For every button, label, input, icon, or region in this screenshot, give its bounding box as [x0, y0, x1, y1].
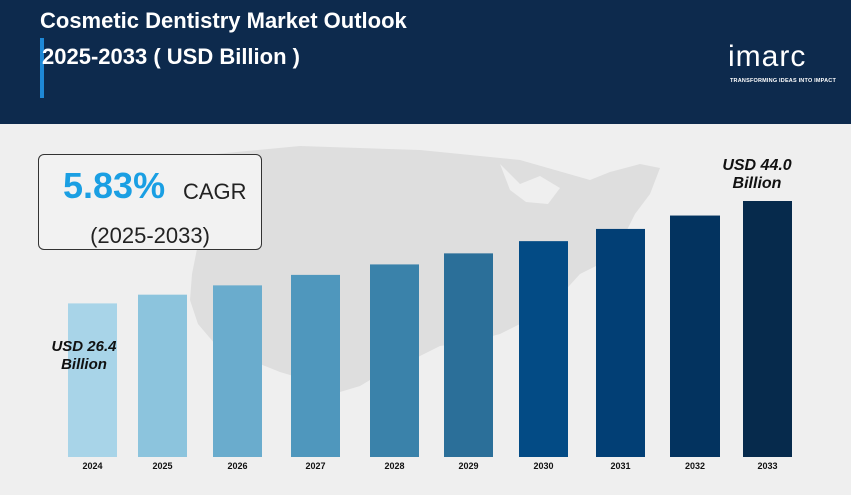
bar-2030 — [519, 241, 568, 457]
x-tick-label-2026: 2026 — [227, 461, 247, 471]
bar-2029 — [444, 253, 493, 457]
imarc-logo: imarc TRANSFORMING IDEAS INTO IMPACT — [718, 36, 838, 92]
end-value-callout: USD 44.0 Billion — [722, 157, 792, 192]
chart-title-line2: 2025-2033 ( USD Billion ) — [42, 44, 300, 69]
bar-2033 — [743, 201, 792, 457]
title-accent-bar — [40, 38, 44, 98]
cagr-value: 5.83% — [63, 165, 166, 206]
logo-tagline: TRANSFORMING IDEAS INTO IMPACT — [730, 78, 837, 84]
x-tick-label-2029: 2029 — [458, 461, 478, 471]
chart-title-line1: Cosmetic Dentistry Market Outlook — [40, 8, 407, 33]
bar-2027 — [291, 274, 340, 457]
bar-2032 — [670, 215, 720, 457]
x-tick-label-2027: 2027 — [305, 461, 325, 471]
bar-2028 — [370, 264, 419, 457]
cagr-label: CAGR — [183, 179, 247, 204]
cagr-box: 5.83% CAGR (2025-2033) — [38, 154, 262, 250]
logo-wordmark: imarc — [728, 40, 807, 73]
x-tick-label-2031: 2031 — [610, 461, 630, 471]
start-value-callout: USD 26.4 Billion — [51, 338, 117, 373]
x-tick-label-2024: 2024 — [82, 461, 102, 471]
x-tick-label-2030: 2030 — [533, 461, 553, 471]
great-lakes-notch — [500, 164, 560, 204]
cagr-period: (2025-2033) — [90, 223, 210, 248]
x-tick-label-2025: 2025 — [152, 461, 172, 471]
bar-2026 — [213, 285, 262, 457]
bar-2024 — [68, 303, 117, 457]
header-banner: Cosmetic Dentistry Market Outlook 2025-2… — [0, 0, 851, 124]
x-tick-label-2032: 2032 — [685, 461, 705, 471]
x-tick-label-2028: 2028 — [384, 461, 404, 471]
bar-2025 — [138, 294, 187, 457]
x-tick-label-2033: 2033 — [757, 461, 777, 471]
bar-2031 — [596, 228, 645, 457]
